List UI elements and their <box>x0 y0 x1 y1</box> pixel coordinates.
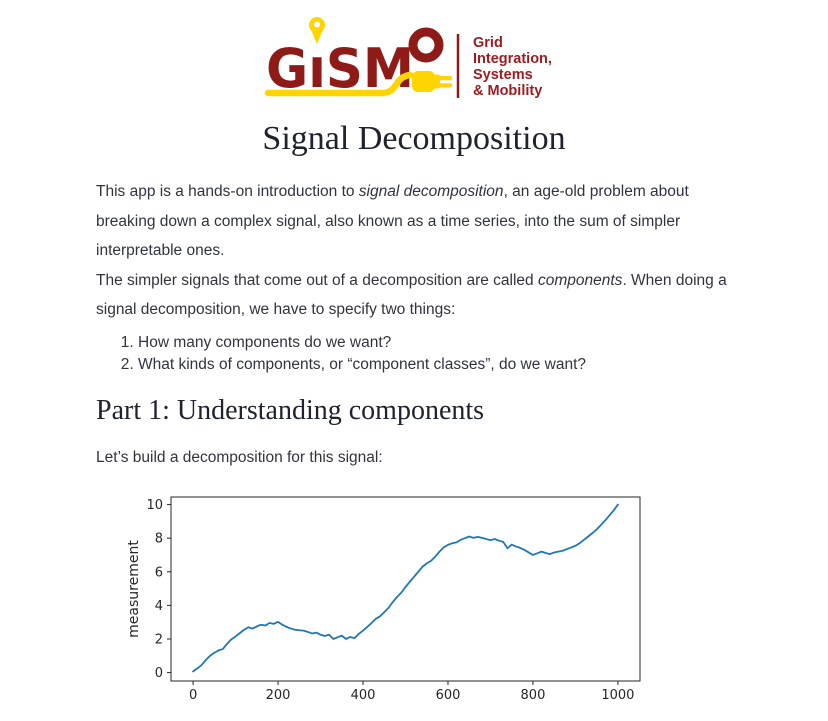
components-paragraph: The simpler signals that come out of a d… <box>96 266 732 325</box>
x-tick-label: 200 <box>266 688 291 703</box>
build-signal-paragraph: Let’s build a decomposition for this sig… <box>96 448 383 466</box>
logo-header: GıSM Grid Integration, <box>96 14 732 104</box>
text-segment: This app is a hands-on introduction to <box>96 183 359 200</box>
logo-letter-o <box>408 27 444 63</box>
part1-heading: Part 1: Understanding components <box>96 394 485 426</box>
y-tick-label: 6 <box>155 565 163 580</box>
plot-spines <box>170 496 641 682</box>
y-tick-label: 8 <box>155 532 163 547</box>
list-item: How many components do we want? <box>138 332 732 354</box>
x-tick-label: 1000 <box>601 688 634 703</box>
gismo-logo: GıSM Grid Integration, <box>264 17 552 100</box>
plug-icon <box>412 71 452 92</box>
y-tick-label: 4 <box>155 599 163 614</box>
signal-chart-figure: 0 200 400 600 800 1000 0 2 4 6 8 10 measurement <box>123 486 732 721</box>
emphasized-text: signal decomposition <box>358 183 504 200</box>
text-segment: . When doing a signal decomposition, we … <box>96 271 727 319</box>
tagline-line-2: Integration, <box>473 51 552 67</box>
map-pin-icon <box>309 17 325 44</box>
tagline-line-4: & Mobility <box>473 83 542 99</box>
x-tick-label: 600 <box>436 688 461 703</box>
x-tick-label: 0 <box>189 688 197 703</box>
tagline-line-1: Grid <box>473 35 503 51</box>
logo-tagline: Grid Integration, Systems & Mobility <box>473 35 552 99</box>
power-cable-icon <box>264 71 414 97</box>
signal-line <box>192 503 619 673</box>
y-tick-label: 2 <box>155 632 163 647</box>
app-page: GıSM Grid Integration, <box>96 14 732 721</box>
text-segment: The simpler signals that come out of a d… <box>96 271 538 289</box>
page-title: Signal Decomposition <box>262 120 566 157</box>
emphasized-text: components <box>537 271 623 289</box>
y-tick-label: 10 <box>146 498 163 513</box>
x-tick-label: 800 <box>521 688 546 703</box>
intro-paragraph: This app is a hands-on introduction to s… <box>96 177 732 266</box>
signal-line-chart: 0 200 400 600 800 1000 0 2 4 6 8 10 measurement <box>126 496 641 703</box>
y-tick-label: 0 <box>155 666 163 681</box>
tagline-line-3: Systems <box>473 67 533 83</box>
spec-list: How many components do we want? What kin… <box>96 332 732 376</box>
list-item: What kinds of components, or “component … <box>138 354 732 376</box>
y-axis-label: measurement <box>126 540 142 638</box>
text-segment: , an age-old problem about breaking down… <box>96 183 689 259</box>
x-tick-label: 400 <box>351 688 376 703</box>
